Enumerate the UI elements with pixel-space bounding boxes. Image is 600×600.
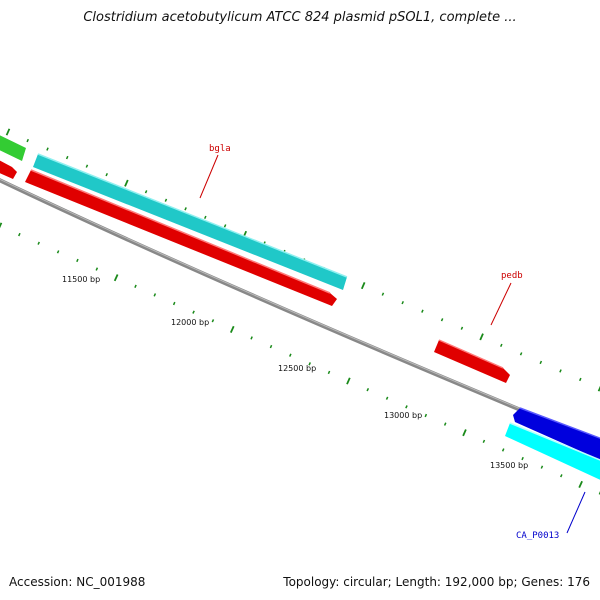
minor-tick (381, 292, 385, 296)
gene-ca-p0013[interactable] (505, 422, 600, 482)
accession-text: Accession: NC_001988 (9, 575, 146, 589)
minor-tick (164, 198, 168, 202)
minor-tick (327, 370, 331, 375)
pedb-label[interactable]: pedb (501, 271, 523, 281)
minor-tick (37, 241, 40, 245)
minor-tick (269, 344, 273, 349)
minor-tick (153, 293, 157, 297)
tick-label-13000: 13000 bp (384, 411, 422, 420)
green-feature[interactable] (0, 133, 26, 161)
minor-tick (424, 413, 428, 418)
minor-tick (443, 422, 447, 426)
major-tick (5, 128, 11, 136)
gene-pedb[interactable] (434, 339, 510, 383)
minor-tick (134, 284, 137, 288)
minor-tick (440, 318, 444, 322)
gene-bgla[interactable] (25, 169, 337, 306)
minor-tick (521, 456, 524, 461)
major-tick (462, 429, 467, 437)
minor-tick (250, 336, 253, 340)
major-tick (479, 333, 484, 341)
inner-scale-track (0, 222, 600, 495)
map-summary-text: Topology: circular; Length: 192,000 bp; … (283, 575, 590, 589)
bgla-label[interactable]: bgla (209, 144, 231, 154)
minor-tick (460, 326, 464, 330)
minor-tick (539, 360, 543, 365)
minor-tick (540, 465, 544, 469)
minor-tick (204, 215, 207, 220)
minor-tick (46, 147, 49, 151)
minor-tick (85, 164, 89, 168)
minor-tick (500, 343, 503, 348)
minor-tick (76, 258, 79, 263)
major-tick (113, 274, 119, 282)
minor-tick (308, 362, 311, 366)
minor-tick (421, 309, 424, 313)
minor-tick (95, 267, 99, 271)
major-tick (597, 385, 600, 392)
minor-tick (105, 172, 108, 177)
tick-label-12500: 12500 bp (278, 364, 316, 373)
minor-tick (18, 232, 21, 237)
minor-tick (559, 369, 562, 373)
minor-tick (560, 474, 563, 478)
map-title: Clostridium acetobutylicum ATCC 824 plas… (83, 10, 517, 25)
minor-tick (172, 301, 176, 306)
tick-label-12000: 12000 bp (171, 318, 209, 327)
red-arrow-left[interactable] (0, 158, 17, 179)
pedb-leader-line (490, 282, 512, 326)
minor-tick (519, 352, 523, 356)
minor-tick (184, 207, 187, 211)
minor-tick (289, 353, 292, 357)
plasmid-backbone (0, 178, 600, 446)
major-tick (229, 325, 235, 333)
tick-label-11500: 11500 bp (62, 275, 100, 284)
major-tick (346, 377, 351, 385)
minor-tick (405, 405, 408, 409)
minor-tick (501, 448, 505, 452)
ca-p0013-label[interactable]: CA_P0013 (516, 531, 559, 541)
minor-tick (65, 155, 69, 160)
major-tick (124, 179, 129, 187)
bgla-leader-line (199, 154, 219, 199)
major-tick (578, 480, 583, 488)
minor-tick (482, 439, 486, 444)
minor-tick (401, 300, 404, 305)
minor-tick (579, 377, 582, 382)
minor-tick (144, 190, 148, 194)
minor-tick (211, 319, 215, 323)
minor-tick (26, 138, 29, 143)
minor-tick (223, 224, 227, 228)
blue-feature[interactable] (513, 407, 600, 462)
cyan-feature[interactable] (33, 153, 348, 290)
minor-tick (192, 310, 195, 314)
major-tick (0, 222, 3, 229)
minor-tick (56, 250, 60, 254)
ca-p0013-leader-line (566, 491, 586, 534)
major-tick (360, 282, 366, 290)
minor-tick (385, 396, 389, 400)
tick-label-13500: 13500 bp (490, 461, 528, 470)
minor-tick (366, 387, 370, 392)
